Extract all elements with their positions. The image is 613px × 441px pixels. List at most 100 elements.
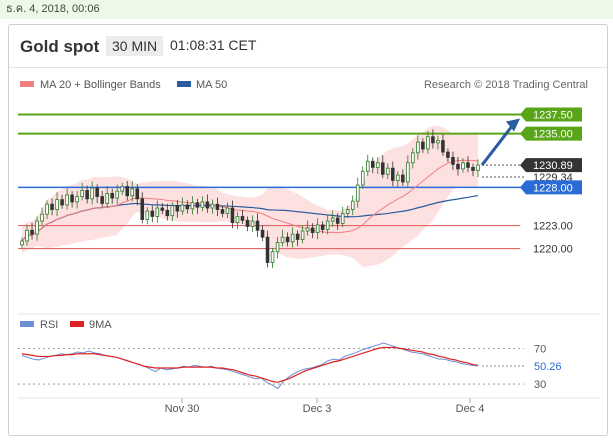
candle-body xyxy=(350,200,355,210)
candle-body xyxy=(215,203,220,210)
chart-header: Gold spot 30 MIN 01:08:31 CET xyxy=(9,25,607,68)
price-tag-1223-00: 1223.00 xyxy=(533,221,573,233)
legend-swatch-rsi xyxy=(20,321,34,327)
candle-body xyxy=(115,190,119,199)
candle-body xyxy=(155,207,160,217)
candle-body xyxy=(335,217,340,224)
candle-body xyxy=(60,199,64,206)
candle-body xyxy=(416,141,420,154)
candle-body xyxy=(451,157,455,165)
candle-body xyxy=(275,242,280,253)
legend-label-ma20: MA 20 + Bollinger Bands xyxy=(40,79,161,91)
candle-body xyxy=(50,203,54,210)
candle-body xyxy=(40,213,44,222)
candle-body xyxy=(431,136,435,144)
candle-body xyxy=(300,230,305,240)
candle-body xyxy=(80,189,84,197)
candle-body xyxy=(105,193,109,204)
candle-body xyxy=(270,251,275,263)
x-tick-label-1: Dec 3 xyxy=(303,403,332,415)
candle-body xyxy=(265,236,270,263)
rsi-tick-30: 30 xyxy=(534,379,546,391)
candle-body xyxy=(160,207,165,211)
candle-body xyxy=(230,207,235,224)
candle-body xyxy=(421,141,425,150)
candle-body xyxy=(250,220,255,227)
legend-label-rsi: RSI xyxy=(40,319,58,331)
candle-body xyxy=(235,216,240,223)
price-tag-1237-50: 1237.50 xyxy=(533,110,573,122)
candle-body xyxy=(320,224,325,230)
rsi-tick-50-26: 50.26 xyxy=(534,361,562,373)
candle-body xyxy=(370,160,375,168)
candle-body xyxy=(45,203,49,215)
candle-body xyxy=(401,174,405,183)
candle-body xyxy=(411,152,415,164)
candle-body xyxy=(461,162,465,170)
candle-body xyxy=(30,229,34,235)
x-tick-label-0: Nov 30 xyxy=(165,403,200,415)
legend-swatch-ma50 xyxy=(177,81,191,87)
clock-readout: 01:08:31 CET xyxy=(170,37,257,53)
candle-body xyxy=(436,140,440,144)
candle-body xyxy=(280,236,285,243)
candle-body xyxy=(240,216,245,221)
candle-body xyxy=(165,209,170,217)
candle-body xyxy=(200,201,205,208)
candle-body xyxy=(180,204,185,212)
candle-body xyxy=(145,210,150,220)
rsi-ma-line xyxy=(21,346,479,383)
candle-body xyxy=(391,167,395,181)
rsi-tick-70: 70 xyxy=(534,343,546,355)
candle-body xyxy=(441,140,445,153)
legend-label-ma50: MA 50 xyxy=(196,79,227,91)
candle-body xyxy=(185,204,190,210)
watermark-text: Research © 2018 Trading Central xyxy=(424,79,588,91)
candle-body xyxy=(386,167,390,175)
x-tick-label-2: Dec 4 xyxy=(456,403,485,415)
candle-body xyxy=(345,209,350,214)
candle-body xyxy=(75,196,79,203)
candle-body xyxy=(325,220,330,230)
timeframe-badge[interactable]: 30 MIN xyxy=(106,36,164,56)
candle-body xyxy=(476,164,480,171)
candle-body xyxy=(315,224,320,233)
candle-body xyxy=(90,187,94,200)
candle-body xyxy=(381,162,385,175)
candle-body xyxy=(330,217,335,222)
price-tag-1220-00-bg xyxy=(520,241,582,256)
candle-body xyxy=(150,210,155,217)
legend-swatch-ma20 xyxy=(20,81,34,87)
candle-body xyxy=(446,151,450,158)
candle-body xyxy=(125,186,130,197)
candle-body xyxy=(406,162,410,183)
candle-body xyxy=(190,202,195,210)
price-tag-1230-89: 1230.89 xyxy=(533,160,573,172)
price-tag-1235-00-bg xyxy=(520,126,582,141)
candle-body xyxy=(85,189,89,200)
candle-body xyxy=(355,184,360,202)
price-tag-1228-00-bg xyxy=(520,180,582,195)
candle-body xyxy=(120,186,124,192)
candle-body xyxy=(295,233,300,240)
instrument-title: Gold spot xyxy=(20,37,100,56)
candle-body xyxy=(456,163,460,170)
ma20-line xyxy=(21,159,479,242)
price-tag-1223-00-bg xyxy=(520,218,582,233)
candle-body xyxy=(426,136,430,150)
candle-body xyxy=(285,236,290,243)
candle-body xyxy=(245,219,250,227)
price-tag-1235-00: 1235.00 xyxy=(533,129,573,141)
candle-body xyxy=(55,199,59,210)
candle-body xyxy=(396,174,400,181)
projection-arrow-line xyxy=(480,122,516,167)
candle-body xyxy=(220,209,225,214)
candle-body xyxy=(35,220,39,235)
candle-body xyxy=(170,205,175,217)
candle-body xyxy=(255,220,260,231)
candle-body xyxy=(65,194,69,206)
candle-body xyxy=(20,240,24,246)
candle-body xyxy=(95,187,99,197)
candle-body xyxy=(340,212,345,224)
